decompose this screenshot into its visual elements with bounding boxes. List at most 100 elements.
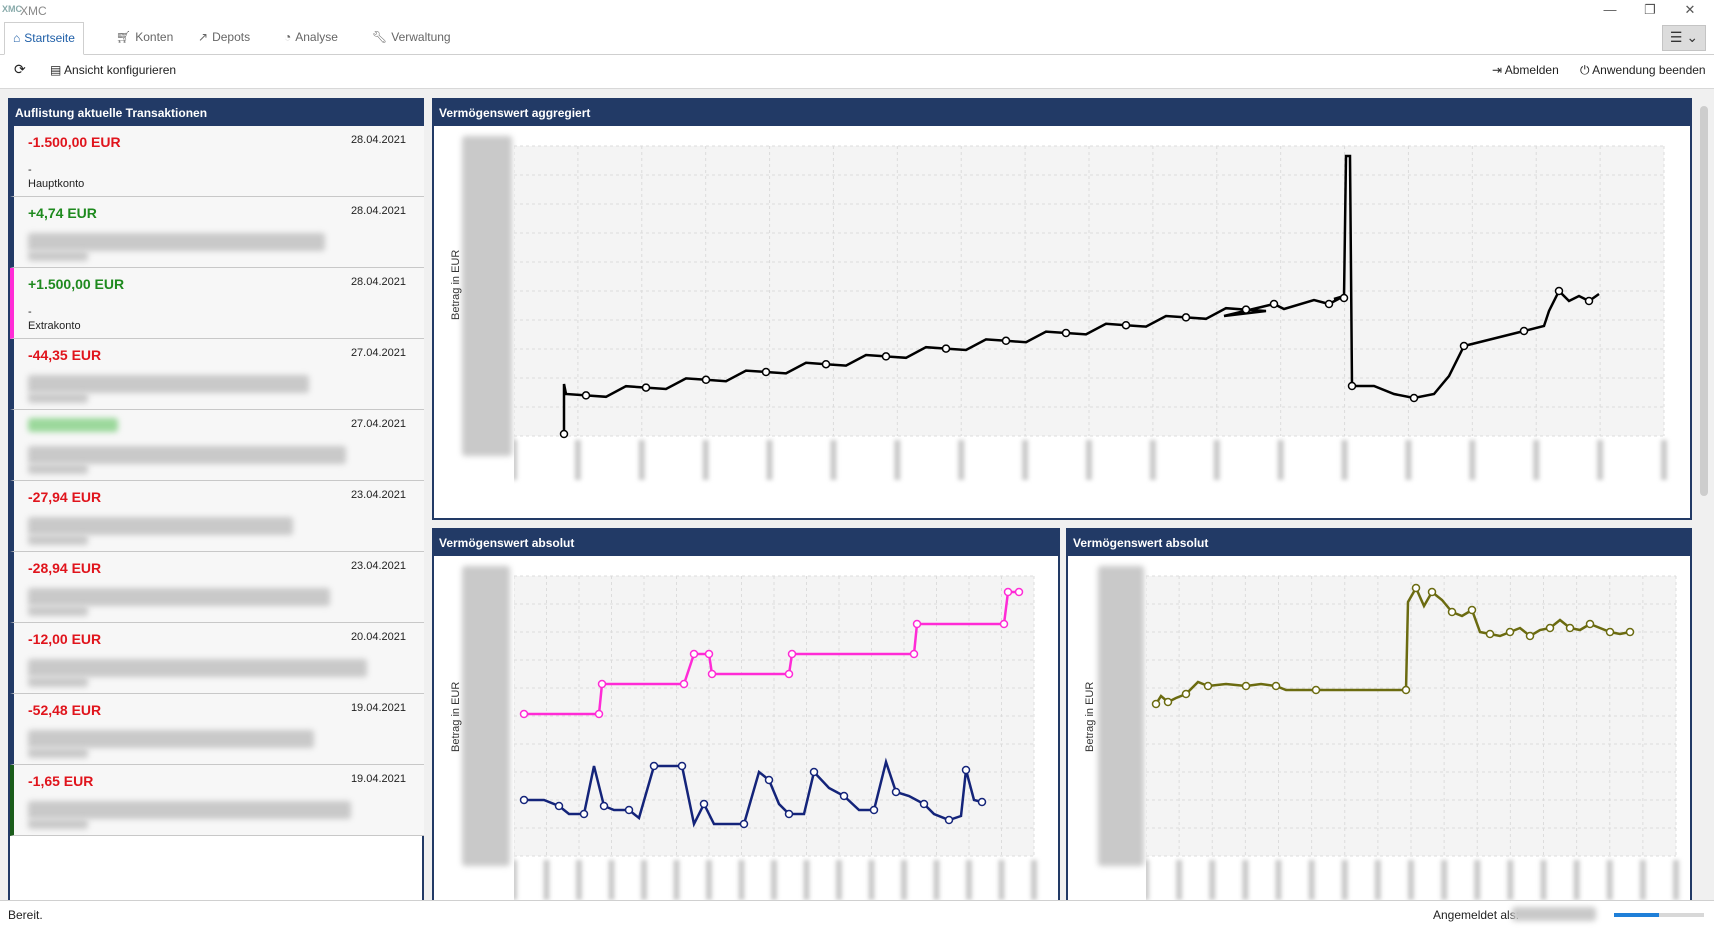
minimize-button[interactable]: —: [1603, 2, 1617, 17]
tab-konten[interactable]: 🛒︎ Konten: [108, 22, 181, 53]
close-button[interactable]: ✕: [1684, 2, 1696, 17]
y-axis-labels-redacted: [462, 566, 510, 866]
x-tick-label-redacted: [1022, 440, 1029, 480]
logged-in-label: Angemeldet als:: [1433, 908, 1520, 922]
transaction-date: 19.04.2021: [350, 773, 406, 785]
transaction-item[interactable]: 27.04.2021: [10, 410, 424, 481]
transaction-date: 19.04.2021: [350, 702, 406, 714]
redacted-details: [28, 375, 309, 393]
trend-icon: ↗: [198, 30, 209, 44]
refresh-icon[interactable]: ⟳: [14, 61, 26, 77]
transaction-amount: +4,74 EUR: [28, 205, 97, 221]
pink-series-point: [999, 619, 1009, 629]
transaction-date: 28.04.2021: [350, 205, 406, 217]
x-tick-label-redacted: [514, 860, 517, 900]
hamburger-menu-button[interactable]: ☰ ⌄: [1662, 25, 1706, 51]
tab-depots[interactable]: ↗ Depots: [190, 22, 258, 53]
x-tick-label-redacted: [514, 440, 517, 480]
olive-series-point: [1181, 689, 1191, 699]
redacted-details: [28, 233, 325, 251]
transaction-date: 27.04.2021: [350, 347, 406, 359]
transaction-item[interactable]: -44,35 EUR 27.04.2021: [10, 339, 424, 410]
transactions-panel: Auflistung aktuelle Transaktionen -1.500…: [8, 98, 424, 902]
navy-series-point: [809, 767, 819, 777]
pink-series-point: [597, 679, 607, 689]
navy-series-point: [599, 801, 609, 811]
transaction-item[interactable]: -52,48 EUR 19.04.2021: [10, 694, 424, 765]
transaction-item[interactable]: -28,94 EUR 23.04.2021: [10, 552, 424, 623]
chart-panel-absolute-1: Vermögenswert absolut Betrag in EUR: [432, 528, 1060, 912]
aggregated-series-point: [559, 429, 569, 439]
x-tick-label-redacted: [933, 860, 940, 900]
x-tick-label-redacted: [1213, 440, 1220, 480]
pie-icon: ◔: [284, 30, 292, 44]
vertical-scrollbar[interactable]: [1696, 96, 1712, 900]
olive-series-point: [1605, 627, 1615, 637]
transaction-item[interactable]: -1,65 EUR 19.04.2021: [10, 765, 424, 836]
transaction-amount: -44,35 EUR: [28, 347, 102, 363]
restore-button[interactable]: ❐: [1644, 2, 1656, 17]
olive-series-point: [1311, 685, 1321, 695]
configure-view-button[interactable]: ▤ Ansicht konfigurieren: [50, 63, 176, 77]
tab-startseite[interactable]: ⌂ Startseite: [4, 22, 84, 55]
navy-series-point: [919, 799, 929, 809]
quit-label: Anwendung beenden: [1592, 63, 1706, 77]
x-tick-label-redacted: [702, 440, 709, 480]
quit-app-button[interactable]: ⏻ Anwendung beenden: [1580, 63, 1706, 78]
navy-series-point: [764, 775, 774, 785]
olive-series-point: [1427, 587, 1437, 597]
aggregated-series-line: [562, 154, 1600, 434]
transaction-item[interactable]: -12,00 EUR 20.04.2021: [10, 623, 424, 694]
x-tick-label-redacted: [966, 860, 972, 900]
transaction-item[interactable]: -27,94 EUR 23.04.2021: [10, 481, 424, 552]
logout-icon: ⇥: [1492, 63, 1505, 77]
pink-series-point: [679, 679, 689, 689]
transaction-purpose: -: [28, 306, 32, 318]
tab-label: Konten: [135, 30, 174, 44]
transaction-item[interactable]: +4,74 EUR 28.04.2021: [10, 197, 424, 268]
y-axis-label: Betrag in EUR: [450, 681, 462, 752]
progress-fill: [1614, 913, 1659, 917]
x-tick-label-redacted: [673, 860, 680, 900]
y-axis-label: Betrag in EUR: [1084, 681, 1096, 752]
navy-series-point: [624, 805, 634, 815]
aggregated-series-point: [1459, 341, 1469, 351]
transaction-amount: -52,48 EUR: [28, 702, 102, 718]
x-tick-label-redacted: [1474, 860, 1481, 900]
navy-series-point: [869, 805, 879, 815]
redacted-details: [28, 659, 367, 677]
redacted-details: [28, 606, 88, 616]
transaction-item[interactable]: -1.500,00 EUR 28.04.2021 - Hauptkonto: [10, 126, 424, 197]
configure-label: Ansicht konfigurieren: [64, 63, 177, 77]
olive-series-point: [1545, 623, 1555, 633]
aggregated-series-point: [821, 359, 831, 369]
y-axis-label: Betrag in EUR: [450, 249, 462, 320]
layout-icon: ▤: [50, 63, 65, 77]
pink-series-line: [524, 590, 1019, 716]
olive-series-point: [1151, 699, 1161, 709]
aggregated-series-point: [1269, 299, 1279, 309]
aggregated-series-point: [641, 383, 651, 392]
tab-verwaltung[interactable]: 🔧︎ Verwaltung: [364, 22, 459, 53]
aggregated-series-point: [1121, 320, 1131, 330]
tab-analyse[interactable]: ◔ Analyse: [276, 22, 346, 53]
x-tick-label-redacted: [901, 860, 907, 900]
logout-button[interactable]: ⇥ Abmelden: [1492, 63, 1559, 77]
cart-icon: 🛒︎: [116, 30, 132, 44]
transaction-amount: -1,65 EUR: [28, 773, 94, 789]
x-tick-label-redacted: [641, 860, 647, 900]
tab-label: Startseite: [24, 31, 75, 45]
olive-series-point: [1585, 619, 1595, 629]
navy-series-point: [554, 801, 564, 811]
x-tick-label-redacted: [608, 860, 615, 900]
transaction-date: 23.04.2021: [350, 489, 406, 501]
transaction-item[interactable]: +1.500,00 EUR 28.04.2021 - Extrakonto: [10, 268, 424, 339]
progress-bar: [1614, 913, 1704, 917]
aggregated-series-point: [1584, 296, 1594, 306]
x-tick-label-redacted: [1673, 860, 1679, 900]
transaction-date: 28.04.2021: [350, 276, 406, 288]
scrollbar-thumb[interactable]: [1700, 106, 1708, 496]
x-tick-label-redacted: [1469, 440, 1476, 480]
x-tick-label-redacted: [706, 860, 712, 900]
title-bar: XMC XMC — ❐ ✕: [0, 0, 1714, 22]
